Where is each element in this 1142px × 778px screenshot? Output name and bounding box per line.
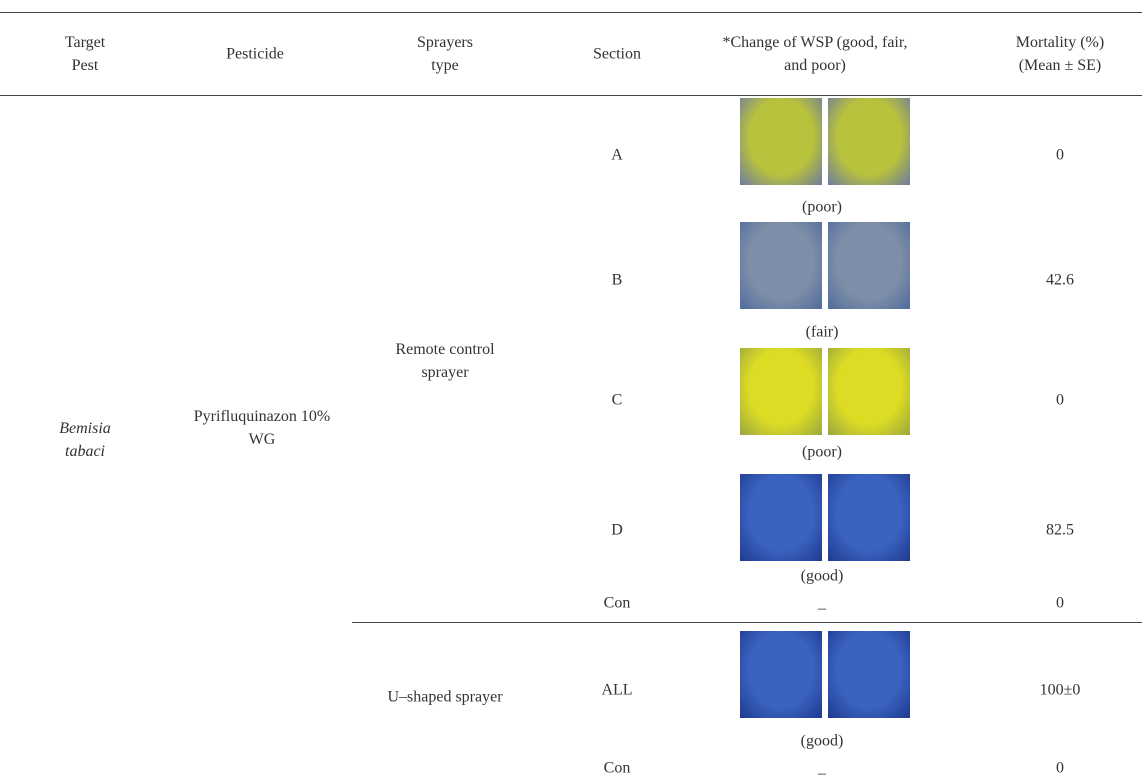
- table-page: Target Pest Pesticide Sprayers type Section…: [0, 0, 1142, 778]
- top-rule: [0, 12, 1142, 13]
- section: D: [611, 519, 623, 542]
- header-cell: Mortality (%) (Mean ± SE): [1000, 31, 1120, 77]
- mortality: 82.5: [1046, 519, 1074, 542]
- wsp-image: [828, 222, 910, 309]
- sprayer-type: Remote control sprayer: [370, 338, 520, 384]
- mortality: 42.6: [1046, 269, 1074, 292]
- section: ALL: [601, 679, 632, 702]
- header-cell: *Change of WSP (good, fair, and poor): [715, 31, 915, 77]
- wsp-image: [740, 474, 822, 561]
- wsp-rating: _: [818, 592, 826, 615]
- mortality: 0: [1056, 592, 1064, 615]
- pesticide: Pyrifluquinazon 10% WG: [187, 405, 337, 451]
- header-cell: Pesticide: [226, 43, 284, 66]
- target-pest: Bemisia tabaci: [50, 417, 120, 463]
- wsp-rating: (poor): [802, 441, 842, 464]
- mortality: 100±0: [1040, 679, 1081, 702]
- wsp-image: [828, 474, 910, 561]
- header-rule: [0, 95, 1142, 96]
- wsp-image: [740, 222, 822, 309]
- header-cell: Target Pest: [54, 31, 116, 77]
- wsp-image: [740, 348, 822, 435]
- wsp-image: [740, 98, 822, 185]
- section: C: [612, 389, 623, 412]
- section: B: [612, 269, 623, 292]
- mortality: 0: [1056, 757, 1064, 778]
- wsp-image: [828, 631, 910, 718]
- section: Con: [604, 757, 631, 778]
- wsp-rating: (good): [801, 565, 844, 588]
- wsp-rating: (poor): [802, 196, 842, 219]
- wsp-rating: (good): [801, 730, 844, 753]
- mortality: 0: [1056, 144, 1064, 167]
- wsp-rating: _: [818, 757, 826, 778]
- wsp-image: [828, 348, 910, 435]
- mortality: 0: [1056, 389, 1064, 412]
- section: Con: [604, 592, 631, 615]
- header-cell: Sprayers type: [405, 31, 485, 77]
- section: A: [611, 144, 623, 167]
- group-rule: [352, 622, 1142, 623]
- wsp-image: [828, 98, 910, 185]
- sprayer-type: U–shaped sprayer: [370, 686, 520, 709]
- wsp-image: [740, 631, 822, 718]
- header-cell: Section: [593, 43, 641, 66]
- wsp-rating: (fair): [806, 321, 839, 344]
